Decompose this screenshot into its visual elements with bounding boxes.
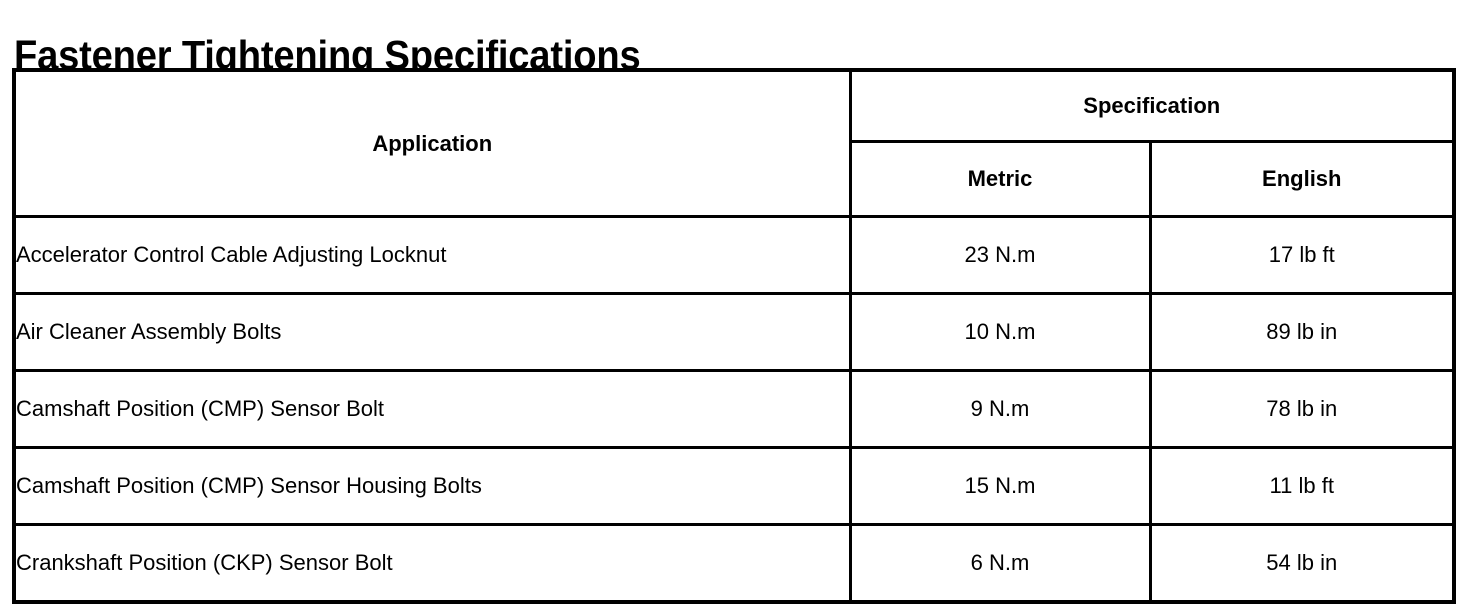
fastener-tightening-specifications-table: Application Specification Metric English…: [12, 68, 1457, 604]
table-header-row-sub: Metric English: [14, 140, 1456, 218]
cell-english: 78 lb in: [1148, 369, 1456, 449]
cell-metric: 9 N.m: [848, 369, 1152, 449]
table-header: Application Specification Metric English: [12, 68, 1456, 218]
table-body: Accelerator Control Cable Adjusting Lock…: [12, 215, 1456, 604]
column-header-application: Application: [12, 68, 852, 218]
cell-english: 11 lb ft: [1148, 446, 1456, 526]
table-row: Camshaft Position (CMP) Sensor Housing B…: [12, 446, 1456, 526]
table-row: Accelerator Control Cable Adjusting Lock…: [12, 215, 1456, 295]
column-header-english: English: [1148, 140, 1456, 218]
cell-metric: 6 N.m: [848, 523, 1152, 604]
cell-metric: 23 N.m: [848, 215, 1152, 295]
cell-english: 89 lb in: [1148, 292, 1456, 372]
cell-application: Air Cleaner Assembly Bolts: [12, 292, 852, 372]
column-header-specification: Specification: [848, 68, 1456, 143]
table-row: Air Cleaner Assembly Bolts 10 N.m 89 lb …: [12, 292, 1456, 372]
cell-english: 17 lb ft: [1148, 215, 1456, 295]
column-header-metric: Metric: [848, 140, 1152, 218]
cell-metric: 15 N.m: [848, 446, 1152, 526]
table-header-row-group: Application Specification: [12, 68, 1456, 218]
spec-table-container: Application Specification Metric English…: [12, 68, 1457, 604]
table-row: Crankshaft Position (CKP) Sensor Bolt 6 …: [12, 523, 1456, 604]
cell-application: Camshaft Position (CMP) Sensor Bolt: [12, 369, 852, 449]
cell-metric: 10 N.m: [848, 292, 1152, 372]
cell-english: 54 lb in: [1148, 523, 1456, 604]
cell-application: Camshaft Position (CMP) Sensor Housing B…: [12, 446, 852, 526]
cell-application: Accelerator Control Cable Adjusting Lock…: [12, 215, 852, 295]
cell-application: Crankshaft Position (CKP) Sensor Bolt: [12, 523, 852, 604]
table-row: Camshaft Position (CMP) Sensor Bolt 9 N.…: [12, 369, 1456, 449]
